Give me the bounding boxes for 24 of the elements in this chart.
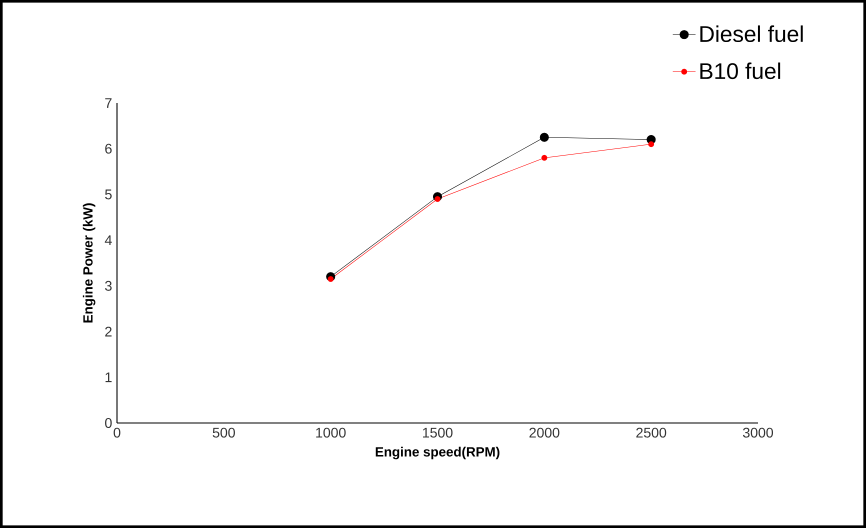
legend-label: B10 fuel [700,62,780,80]
y-tick-label: 7 [105,98,112,108]
x-tick-label: 0 [114,428,120,438]
y-tick-label: 1 [106,372,112,382]
x-tick-label: 1000 [316,428,346,438]
y-axis-title: Engine Power (kW) [82,203,96,322]
point [648,141,654,148]
x-tick-label: 2000 [529,428,560,438]
x-tick-label: 1500 [423,428,453,438]
point [540,132,549,142]
y-tick-label: 6 [105,144,112,154]
x-axis-title: Engine speed(RPM) [376,446,500,460]
x-tick-label: 500 [212,428,235,438]
x-tick-label: 2500 [636,428,666,438]
x-tick-label: 3000 [742,428,774,438]
y-tick-label: 5 [105,190,112,200]
y-tick-label: 3 [105,280,112,291]
y-tick-label: 2 [105,326,112,336]
point [328,276,334,282]
y-tick-label: 4 [104,235,112,245]
point [434,196,440,202]
legend-label: Diesel fuel [700,25,803,42]
y-tick-label: 0 [105,418,112,428]
point [541,154,548,161]
